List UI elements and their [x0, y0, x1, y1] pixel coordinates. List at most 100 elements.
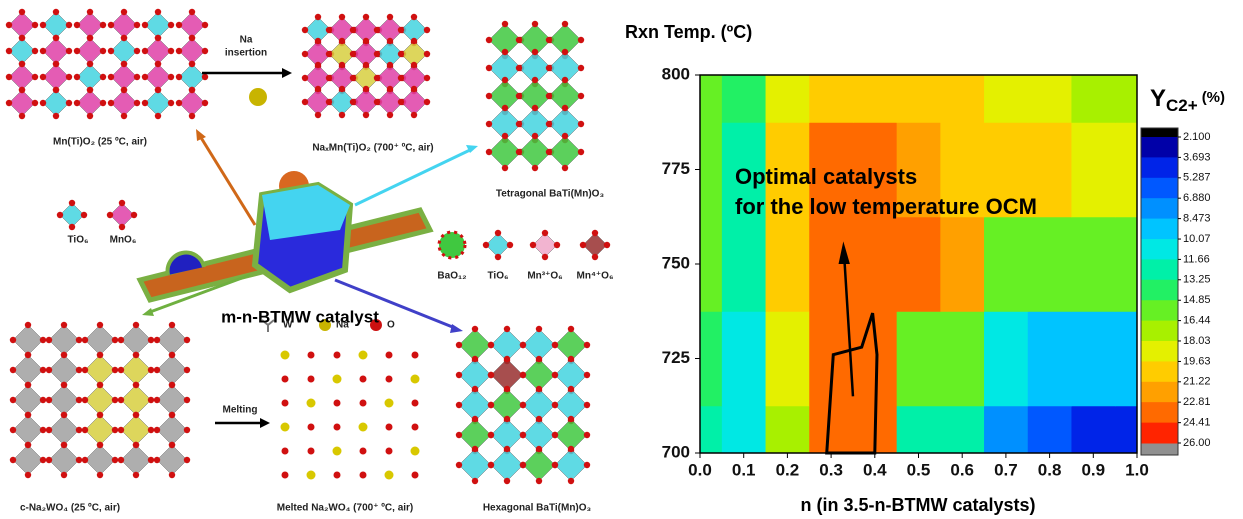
- octahedron: [49, 355, 79, 385]
- label: O: [387, 320, 395, 331]
- atom: [350, 75, 356, 81]
- atom: [411, 86, 417, 92]
- atom: [112, 367, 118, 373]
- x-tick-label: 0.0: [688, 460, 712, 479]
- atom: [568, 416, 574, 422]
- atom: [374, 51, 380, 57]
- atom: [97, 352, 103, 358]
- octahedron: [85, 385, 115, 415]
- atom: [374, 75, 380, 81]
- colorbar-tick-label: 10.07: [1183, 233, 1211, 245]
- octahedron: [9, 12, 35, 38]
- colorbar-tick-label: 18.03: [1183, 335, 1211, 347]
- contour-cell: [1028, 217, 1072, 312]
- figure: Mn(Ti)O₂ (25 ºC, air) Na insertion NaₓMn…: [0, 0, 1243, 519]
- atom: [350, 99, 356, 105]
- atom: [108, 48, 114, 54]
- atom: [134, 100, 140, 106]
- atom: [155, 35, 161, 41]
- atom: [107, 212, 113, 218]
- octahedron: [157, 445, 187, 475]
- label: Mn³⁺O₆: [527, 271, 562, 282]
- atom: [456, 402, 462, 408]
- atom: [326, 51, 332, 57]
- atom: [363, 14, 369, 20]
- atom: [339, 112, 345, 118]
- atom: [339, 38, 345, 44]
- colorbar-band: [1141, 382, 1178, 403]
- atom: [333, 375, 342, 384]
- octahedron: [549, 136, 581, 168]
- atom: [169, 382, 175, 388]
- atom: [184, 397, 190, 403]
- atom: [495, 230, 501, 236]
- colorbar-tick-label: 26.00: [1183, 437, 1211, 449]
- atom: [552, 342, 558, 348]
- atom: [46, 457, 52, 463]
- atom: [495, 254, 501, 260]
- atom: [121, 113, 127, 119]
- atom: [412, 352, 419, 359]
- contour-cell: [722, 217, 766, 312]
- atom: [532, 133, 538, 139]
- atom: [412, 424, 419, 431]
- x-tick-label: 0.3: [819, 460, 843, 479]
- atom: [40, 367, 46, 373]
- atom: [142, 100, 148, 106]
- label: TiO₆: [67, 235, 88, 246]
- atom: [202, 74, 208, 80]
- atom: [76, 427, 82, 433]
- label: Mn(Ti)O₂ (25 ºC, air): [53, 137, 147, 148]
- octahedron: [85, 415, 115, 445]
- octahedron: [179, 12, 205, 38]
- atom: [578, 121, 584, 127]
- atom: [584, 342, 590, 348]
- atom: [363, 112, 369, 118]
- x-tick-label: 0.6: [950, 460, 974, 479]
- x-tick-label: 0.4: [863, 460, 887, 479]
- atom: [134, 22, 140, 28]
- atom: [387, 86, 393, 92]
- atom: [562, 133, 568, 139]
- atom: [520, 432, 526, 438]
- atom: [486, 65, 492, 71]
- atom: [121, 35, 127, 41]
- atom: [302, 99, 308, 105]
- atom: [53, 35, 59, 41]
- atom: [339, 14, 345, 20]
- atom: [502, 133, 508, 139]
- atom: [502, 77, 508, 83]
- atom: [339, 62, 345, 68]
- colorbar-band: [1141, 219, 1178, 240]
- atom: [100, 74, 106, 80]
- atom: [350, 27, 356, 33]
- atom: [97, 472, 103, 478]
- atom: [360, 376, 367, 383]
- atom: [25, 412, 31, 418]
- octahedron: [13, 385, 43, 415]
- atom: [25, 382, 31, 388]
- contour-cell: [984, 311, 1028, 406]
- atom: [504, 416, 510, 422]
- atom: [592, 254, 598, 260]
- atom: [326, 75, 332, 81]
- atom: [6, 74, 12, 80]
- atom: [568, 446, 574, 452]
- atom: [456, 342, 462, 348]
- atom: [69, 200, 75, 206]
- atom: [189, 61, 195, 67]
- atom: [118, 397, 124, 403]
- label: TiO₆: [487, 271, 508, 282]
- octahedron: [49, 385, 79, 415]
- label: Hexagonal BaTi(Mn)O₃: [483, 503, 592, 514]
- atom: [40, 337, 46, 343]
- atom: [176, 48, 182, 54]
- atom: [308, 424, 315, 431]
- colorbar-band: [1141, 300, 1178, 321]
- octahedron: [49, 415, 79, 445]
- atom: [516, 121, 522, 127]
- octahedron: [533, 233, 557, 257]
- atom: [134, 48, 140, 54]
- atom: [536, 478, 542, 484]
- atom: [562, 77, 568, 83]
